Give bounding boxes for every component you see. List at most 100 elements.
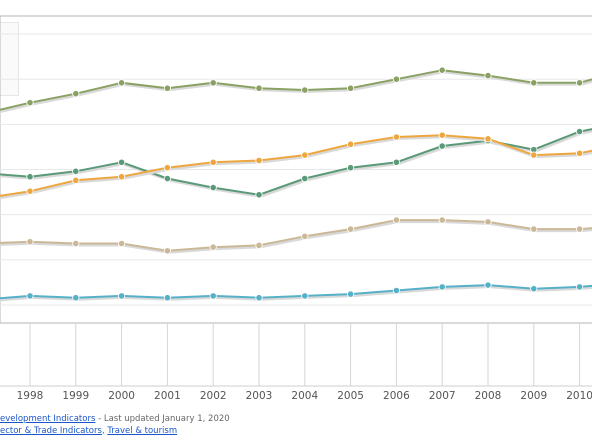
data-point bbox=[163, 294, 171, 302]
data-point bbox=[346, 225, 355, 233]
data-point bbox=[392, 286, 400, 295]
data-point bbox=[72, 176, 80, 184]
x-tick-label: 1999 bbox=[62, 390, 89, 402]
series-lines bbox=[0, 69, 592, 302]
source-separator: , bbox=[101, 426, 108, 436]
data-point bbox=[118, 158, 126, 166]
data-point bbox=[118, 239, 126, 248]
data-point bbox=[255, 191, 263, 199]
data-point bbox=[301, 174, 309, 183]
data-point bbox=[118, 173, 126, 181]
data-point bbox=[484, 218, 492, 226]
data-point bbox=[255, 294, 263, 302]
data-point bbox=[72, 239, 80, 248]
data-point bbox=[575, 79, 584, 87]
data-point bbox=[209, 158, 217, 166]
data-point bbox=[346, 164, 355, 172]
data-point bbox=[438, 142, 446, 150]
x-tick-label: 2007 bbox=[429, 390, 456, 402]
data-point bbox=[530, 79, 538, 87]
series-line bbox=[0, 219, 592, 252]
data-point bbox=[72, 90, 80, 98]
data-point bbox=[118, 292, 126, 300]
data-point bbox=[484, 71, 492, 80]
data-point bbox=[26, 99, 34, 107]
data-point bbox=[438, 216, 446, 224]
series-points bbox=[26, 66, 584, 302]
x-tick-label: 2002 bbox=[200, 390, 227, 402]
data-point bbox=[163, 247, 171, 255]
series-line bbox=[0, 128, 592, 196]
data-point bbox=[301, 151, 309, 159]
data-point bbox=[346, 290, 355, 298]
data-point bbox=[72, 167, 80, 175]
source-updated-text: - Last updated January 1, 2020 bbox=[95, 414, 230, 424]
x-tick-label: 1998 bbox=[17, 390, 44, 402]
data-point bbox=[301, 292, 309, 300]
data-point bbox=[118, 79, 126, 87]
x-tick-label: 2009 bbox=[520, 390, 547, 402]
data-point bbox=[575, 225, 584, 233]
source-link-travel-tourism[interactable]: Travel & tourism bbox=[107, 426, 178, 436]
data-point bbox=[575, 283, 584, 291]
series-shadow bbox=[0, 285, 592, 302]
data-point bbox=[438, 131, 446, 139]
data-point bbox=[209, 183, 217, 192]
data-point bbox=[163, 84, 171, 92]
series-shadow bbox=[0, 129, 592, 198]
data-point bbox=[301, 86, 309, 94]
data-point bbox=[575, 127, 584, 136]
series-line bbox=[0, 134, 592, 197]
data-point bbox=[26, 292, 34, 300]
data-point bbox=[530, 225, 538, 233]
data-point bbox=[209, 79, 217, 87]
data-point bbox=[163, 164, 171, 172]
data-point bbox=[392, 216, 400, 224]
x-tick-label: 2004 bbox=[291, 390, 318, 402]
data-point bbox=[255, 156, 263, 165]
data-point bbox=[530, 285, 538, 293]
data-point bbox=[346, 140, 355, 148]
series-shadow bbox=[0, 135, 592, 200]
x-tick-label: 2000 bbox=[108, 390, 135, 402]
x-tick-label: 2001 bbox=[154, 390, 181, 402]
legend-panel bbox=[0, 22, 19, 96]
x-tick-label: 2006 bbox=[383, 390, 410, 402]
data-point bbox=[209, 243, 217, 251]
data-point bbox=[484, 281, 492, 289]
x-tick-label: 2003 bbox=[246, 390, 273, 402]
data-point bbox=[26, 187, 34, 195]
x-tick-label: 2010 bbox=[566, 390, 592, 402]
data-point bbox=[301, 232, 309, 240]
source-link-development-indicators[interactable]: evelopment Indicators bbox=[0, 414, 96, 424]
data-point bbox=[530, 151, 538, 159]
data-point bbox=[346, 84, 355, 92]
data-point bbox=[392, 133, 400, 141]
gridlines bbox=[0, 33, 592, 306]
data-point bbox=[438, 283, 446, 291]
series-shadow bbox=[0, 70, 592, 114]
source-line-1: evelopment Indicators - Last updated Jan… bbox=[0, 414, 230, 424]
data-point bbox=[26, 173, 34, 181]
data-point bbox=[209, 292, 217, 300]
x-tick-label: 2008 bbox=[475, 390, 502, 402]
data-point bbox=[575, 149, 584, 157]
data-point bbox=[484, 135, 492, 143]
series-line bbox=[0, 69, 592, 111]
data-point bbox=[255, 84, 263, 92]
x-tick-label: 2005 bbox=[337, 390, 364, 402]
data-point bbox=[163, 174, 171, 183]
series-shadow bbox=[0, 220, 592, 254]
x-axis: 1998 1999 2000 2001 2002 2003 2004 2005 2006 2007… bbox=[0, 323, 592, 402]
data-point bbox=[392, 158, 400, 166]
series-line bbox=[0, 284, 592, 300]
source-link-trade-indicators[interactable]: ector & Trade Indicators bbox=[0, 426, 102, 436]
plot-area bbox=[0, 15, 592, 324]
data-point bbox=[438, 66, 446, 74]
source-line-2: ector & Trade Indicators, Travel & touri… bbox=[0, 426, 177, 436]
data-point bbox=[26, 238, 34, 246]
data-point bbox=[72, 294, 80, 302]
data-point bbox=[255, 241, 263, 249]
data-point bbox=[392, 75, 400, 83]
